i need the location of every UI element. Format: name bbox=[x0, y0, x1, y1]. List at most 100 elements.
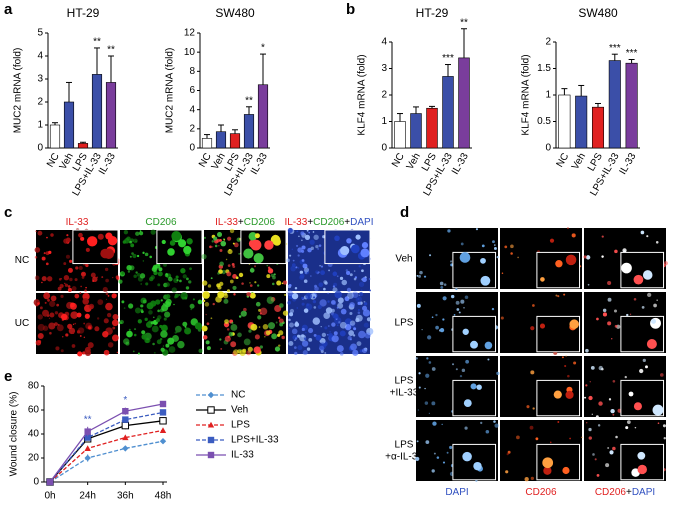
cell bbox=[663, 261, 668, 266]
cell bbox=[144, 252, 149, 257]
bar bbox=[63, 101, 75, 149]
significance: ** bbox=[93, 37, 101, 48]
cell bbox=[646, 235, 649, 238]
cell bbox=[315, 334, 322, 341]
cell bbox=[288, 283, 292, 287]
cell bbox=[588, 395, 593, 401]
cell bbox=[205, 313, 207, 316]
cell bbox=[210, 277, 213, 280]
cell bbox=[530, 370, 535, 375]
cell bbox=[137, 352, 140, 355]
cell bbox=[273, 234, 278, 240]
cell bbox=[231, 321, 234, 324]
cell bbox=[259, 307, 268, 316]
cell bbox=[296, 244, 299, 247]
cell bbox=[297, 267, 300, 269]
y-tick-label: 2 bbox=[381, 90, 387, 101]
cell bbox=[597, 424, 601, 427]
cell bbox=[141, 330, 146, 335]
cell bbox=[287, 290, 293, 297]
cell bbox=[336, 306, 339, 309]
cell bbox=[352, 349, 359, 356]
cell bbox=[107, 294, 110, 297]
cell bbox=[357, 301, 361, 306]
cell bbox=[561, 356, 564, 359]
cell bbox=[55, 346, 60, 351]
marker bbox=[159, 438, 167, 445]
cell bbox=[491, 307, 495, 311]
cell bbox=[152, 265, 158, 272]
micrograph bbox=[416, 292, 499, 353]
cell bbox=[121, 271, 125, 275]
cell bbox=[296, 307, 298, 309]
y-tick-label: 2 bbox=[37, 97, 43, 108]
cell bbox=[136, 272, 141, 277]
cell bbox=[176, 331, 178, 333]
cell bbox=[272, 275, 276, 280]
y-axis-label: MUC2 mRNA (fold) bbox=[165, 48, 176, 134]
cell bbox=[349, 338, 352, 341]
cell bbox=[274, 346, 281, 352]
legend-label: LPS+IL-33 bbox=[231, 435, 279, 446]
cell bbox=[70, 311, 78, 319]
cell bbox=[82, 298, 90, 305]
cell bbox=[313, 234, 319, 240]
micrograph bbox=[584, 356, 666, 419]
cell bbox=[145, 337, 151, 343]
header-part: CD206 bbox=[145, 217, 177, 228]
significance: ** bbox=[84, 414, 92, 425]
cell bbox=[358, 292, 364, 297]
cell bbox=[157, 283, 161, 287]
cell bbox=[656, 299, 658, 301]
cell bbox=[77, 351, 83, 357]
cell bbox=[123, 307, 126, 309]
cell bbox=[279, 303, 284, 308]
cell bbox=[167, 248, 175, 256]
cell bbox=[501, 272, 504, 275]
cell bbox=[146, 302, 154, 310]
cell bbox=[238, 315, 242, 318]
cell bbox=[425, 440, 430, 445]
cell bbox=[34, 255, 38, 259]
cell bbox=[48, 317, 51, 320]
cell bbox=[232, 273, 237, 279]
row-label-line: Veh bbox=[395, 253, 412, 264]
cell bbox=[34, 275, 40, 281]
cell bbox=[72, 331, 75, 335]
cell bbox=[301, 245, 306, 250]
micrograph bbox=[119, 292, 203, 356]
cell bbox=[301, 302, 305, 306]
cell bbox=[607, 447, 610, 450]
cell bbox=[313, 333, 317, 337]
cell bbox=[278, 344, 281, 347]
cell bbox=[262, 324, 269, 330]
cell bbox=[539, 323, 546, 329]
cell bbox=[585, 348, 589, 353]
legend-marker bbox=[207, 451, 215, 459]
cell bbox=[296, 230, 299, 233]
cell bbox=[505, 470, 509, 474]
cell bbox=[74, 278, 78, 282]
cell bbox=[203, 236, 207, 239]
cell bbox=[350, 244, 360, 254]
cell bbox=[320, 325, 322, 328]
cell bbox=[424, 387, 426, 390]
bar bbox=[558, 94, 571, 149]
cell bbox=[223, 239, 226, 241]
cell bbox=[84, 346, 91, 353]
y-tick-label: 0 bbox=[545, 143, 551, 154]
cell bbox=[362, 348, 368, 354]
cell bbox=[303, 267, 310, 273]
significance: *** bbox=[626, 48, 638, 59]
cell bbox=[248, 329, 252, 333]
significance: * bbox=[261, 43, 265, 54]
cell bbox=[164, 311, 171, 318]
micrograph bbox=[33, 292, 119, 357]
cell bbox=[510, 244, 514, 249]
cell bbox=[213, 236, 218, 241]
cell bbox=[295, 266, 298, 269]
y-tick-label: 3 bbox=[381, 63, 387, 74]
cell bbox=[230, 341, 237, 348]
cell bbox=[206, 346, 211, 351]
cell bbox=[429, 254, 432, 257]
